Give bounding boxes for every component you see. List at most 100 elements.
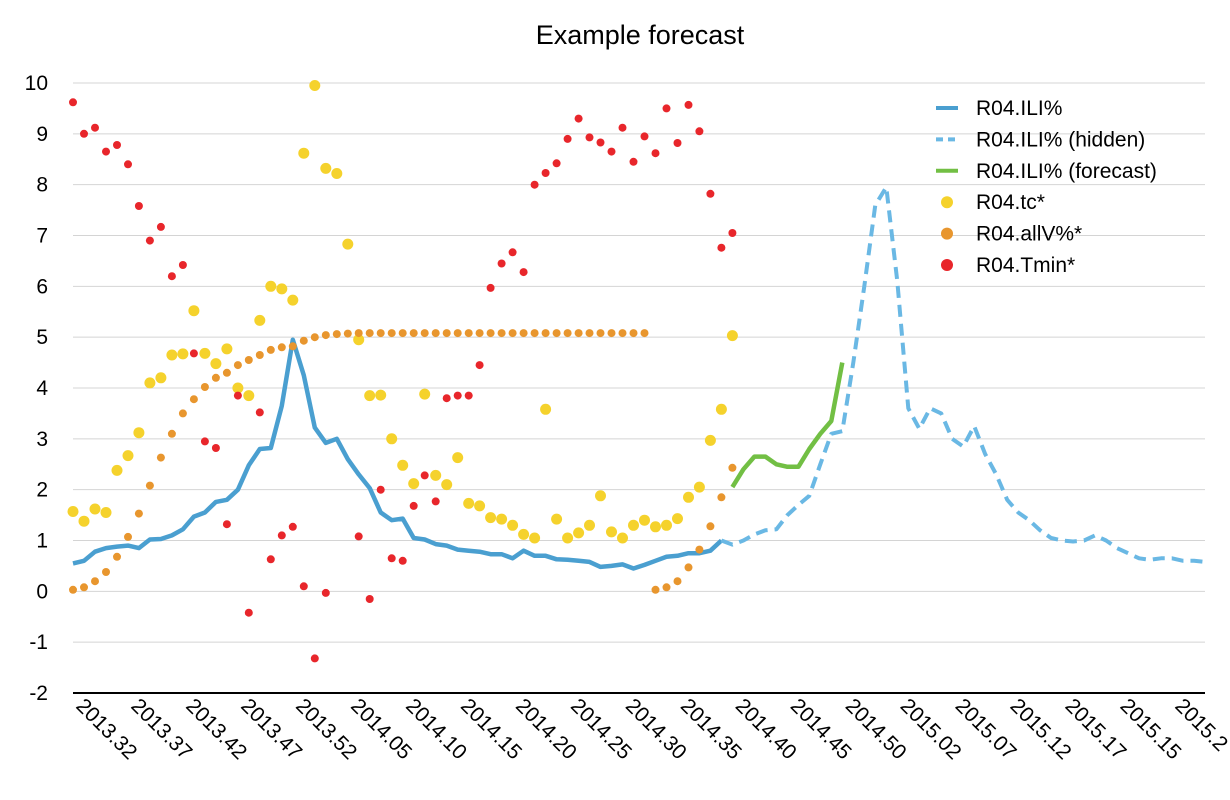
data-point [673,139,682,147]
legend-label: R04.allV%* [976,223,1082,246]
data-point [386,433,398,445]
data-point [629,157,638,166]
data-point [276,283,288,295]
data-point [563,329,572,338]
data-point [574,329,583,338]
data-point [420,471,429,480]
y-tick-label: 0 [36,580,48,603]
data-point [113,141,121,149]
data-point [233,391,242,400]
data-point [618,123,627,132]
data-point [299,336,308,345]
data-point [552,329,561,338]
data-point [211,373,220,382]
series-line [72,337,723,571]
data-point [529,532,541,544]
data-point [650,521,661,533]
data-point [651,149,660,158]
y-tick-label: 4 [36,377,48,400]
data-point [519,268,528,277]
data-point [662,104,671,113]
series-line [720,185,1206,564]
data-point [728,229,737,237]
data-point [134,509,143,518]
data-point [122,450,134,462]
data-point [409,329,418,338]
data-point [199,347,211,359]
data-point [530,180,539,189]
data-point [508,329,517,338]
x-axis: 2013.322013.372013.422013.472013.522014.… [71,692,1230,764]
y-axis-tick-labels: -2 -1 0 1 2 3 4 5 6 7 8 9 10 [25,72,49,705]
legend: R04.ILI% R04.ILI% (hidden) R04.ILI% (forec… [936,97,1157,277]
data-point [309,80,321,91]
data-point [695,545,704,554]
data-point [354,532,363,541]
data-point [244,608,253,617]
data-point [541,329,550,338]
legend-item: R04.ILI% (hidden) [936,128,1145,151]
data-point [189,395,198,404]
data-point [486,329,495,338]
legend-label: R04.Tmin* [976,254,1075,277]
data-point [80,129,88,138]
data-point [102,568,110,576]
data-point [364,390,376,402]
series-line [730,362,845,489]
data-point [475,329,484,338]
data-point [683,491,694,503]
data-point [584,519,595,531]
data-point [585,329,594,338]
series-3 [67,80,738,544]
data-point [640,329,649,338]
data-point [562,532,574,544]
data-point [706,522,715,531]
series-layer [67,80,1206,663]
data-point [695,127,704,136]
data-point [211,444,220,452]
data-point [596,329,605,338]
series-4 [69,329,737,594]
data-point [519,329,528,338]
data-point [441,479,453,491]
data-point [704,434,716,446]
data-point [243,390,255,402]
series-5 [69,98,737,663]
data-point [728,463,737,472]
data-point [726,330,738,342]
y-tick-label: 2 [36,479,48,502]
data-point [607,329,616,338]
data-point [541,169,550,177]
data-point [693,481,705,493]
data-point [551,513,563,525]
data-point [453,391,462,400]
data-point [365,595,374,603]
legend-label: R04.ILI% [976,97,1062,120]
data-point [288,342,297,351]
data-point [91,577,99,586]
data-point [89,503,101,515]
chart-title: Example forecast [536,20,745,50]
data-point [332,330,341,339]
data-point [595,490,606,502]
data-point [113,552,121,561]
data-point [310,333,319,342]
data-point [508,248,517,257]
data-point [387,554,396,563]
data-point [540,403,552,415]
data-point [463,497,475,509]
data-point [607,147,616,156]
data-point [717,493,726,502]
data-point [640,132,649,141]
data-point [475,361,484,370]
data-point [376,485,385,494]
data-point [398,556,407,565]
data-point [573,527,585,539]
data-point [222,520,231,529]
data-point [255,351,264,359]
data-point [254,314,266,326]
data-point [464,329,473,338]
data-point [134,202,143,210]
data-point [684,100,693,109]
